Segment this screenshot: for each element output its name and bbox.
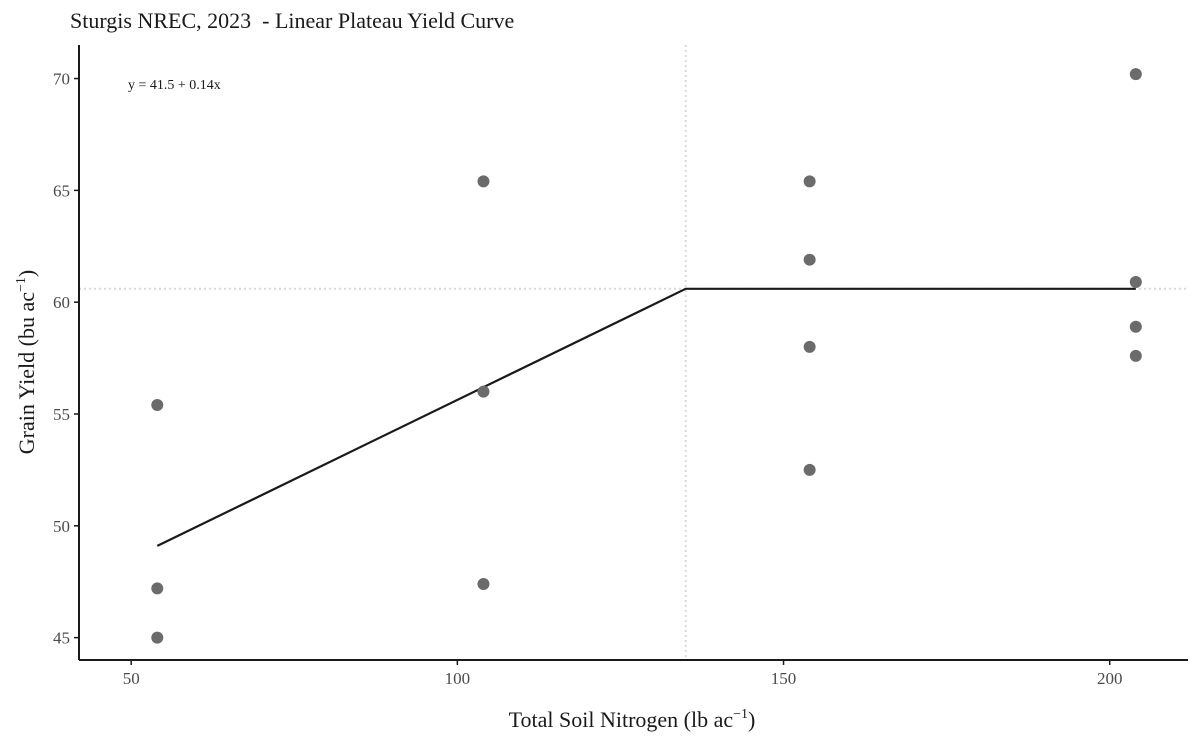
data-point	[151, 631, 164, 644]
axes	[74, 45, 1188, 665]
data-point	[803, 340, 816, 353]
tick-labels: 50 100 150 200 45 50 55 60 65 70	[53, 70, 1122, 688]
data-point	[1129, 320, 1142, 333]
x-tick-label: 200	[1097, 669, 1123, 688]
x-axis-title-text: Total Soil Nitrogen (lb ac	[509, 707, 734, 732]
x-tick-label: 50	[123, 669, 140, 688]
x-axis-title-suffix: )	[748, 707, 755, 732]
equation-annotation: y = 41.5 + 0.14x	[128, 78, 221, 93]
y-axis-title: Grain Yield (bu ac−1)	[14, 270, 39, 455]
data-point	[803, 175, 816, 188]
data-point	[1129, 276, 1142, 289]
data-point	[1129, 349, 1142, 362]
chart-title: Sturgis NREC, 2023 - Linear Plateau Yiel…	[70, 8, 515, 33]
x-axis-title-sup: −1	[733, 707, 748, 722]
data-point	[803, 463, 816, 476]
y-axis-title-sup: −1	[14, 277, 29, 292]
y-tick-label: 55	[53, 405, 70, 424]
data-points	[151, 68, 1142, 644]
fit-line	[156, 287, 1136, 547]
y-tick-label: 45	[53, 629, 70, 648]
y-tick-label: 50	[53, 517, 70, 536]
data-point	[1129, 68, 1142, 81]
data-point	[477, 175, 490, 188]
x-tick-label: 150	[771, 669, 797, 688]
data-point	[477, 385, 490, 398]
x-tick-label: 100	[445, 669, 471, 688]
y-tick-label: 60	[53, 293, 70, 312]
y-axis-title-suffix: )	[14, 270, 39, 277]
reference-lines	[79, 45, 1188, 660]
data-point	[151, 399, 164, 412]
x-axis-title: Total Soil Nitrogen (lb ac−1)	[509, 707, 756, 732]
y-tick-label: 70	[53, 70, 70, 89]
data-point	[803, 253, 816, 266]
data-point	[151, 582, 164, 595]
data-point	[477, 577, 490, 590]
y-tick-label: 65	[53, 181, 70, 200]
fit-line-group	[156, 287, 1136, 547]
y-axis-title-text: Grain Yield (bu ac	[14, 292, 39, 455]
